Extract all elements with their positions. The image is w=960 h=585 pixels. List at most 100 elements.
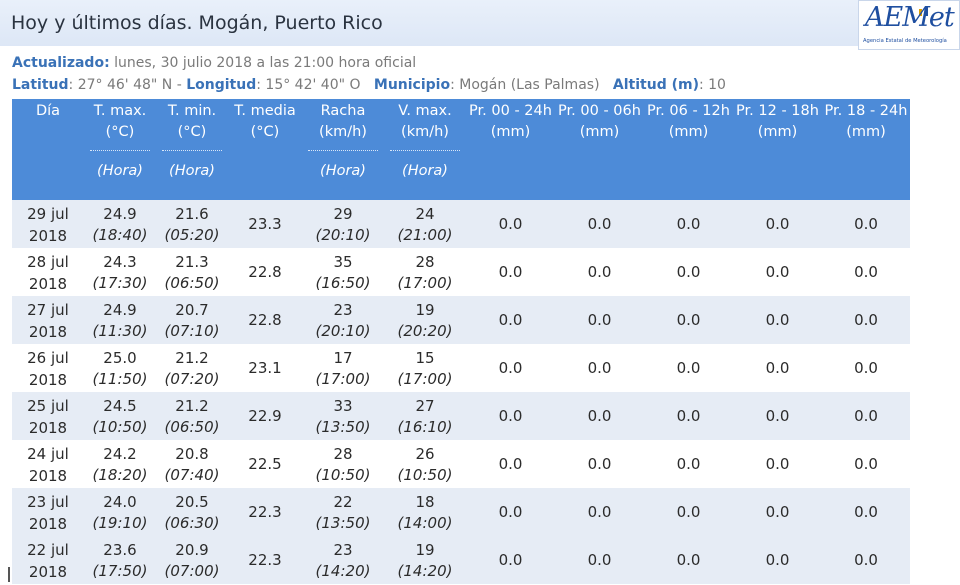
cell-pr-00-24: 0.0 <box>498 311 523 329</box>
cell-pr-18-24: 0.0 <box>854 455 878 473</box>
cell-tmin: 20.8 (07:40) <box>164 445 220 484</box>
table-row: 25 jul 2018 24.5 (10:50) 21.2 (06:50) 22.9 … <box>12 392 910 440</box>
cell-tmax: 24.9 (11:30) <box>92 301 148 340</box>
cell-vmax: 27 (16:10) <box>397 397 453 436</box>
cell-vmax: 26 (10:50) <box>397 445 453 484</box>
cell-racha: 29 (20:10) <box>315 205 371 244</box>
cell-tmed: 22.5 <box>248 455 282 473</box>
cell-pr-12-18: 0.0 <box>765 311 790 329</box>
cell-vmax: 19 (20:20) <box>397 301 453 340</box>
cell-pr-18-24: 0.0 <box>854 215 878 233</box>
cell-dia: 27 jul 2018 <box>27 301 69 341</box>
cell-tmax: 23.6 (17:50) <box>92 541 148 580</box>
cell-pr-00-24: 0.0 <box>498 503 523 521</box>
altitude-value: : 10 <box>698 77 726 93</box>
col-header-tmin: T. min. (°C) (Hora) <box>156 99 228 182</box>
cell-pr-00-06: 0.0 <box>587 407 612 425</box>
col-header-tmax: T. max. (°C) (Hora) <box>84 99 156 182</box>
altitude-label: Altitud (m) <box>612 77 699 93</box>
cell-pr-06-12: 0.0 <box>676 311 701 329</box>
table-row: 24 jul 2018 24.2 (18:20) 20.8 (07:40) 22.5 … <box>12 440 910 488</box>
weather-table: Día T. max. (°C) (Hora) T. min. (°C) (Ho… <box>12 99 910 584</box>
cell-pr-00-06: 0.0 <box>587 263 612 281</box>
cell-tmin: 21.2 (07:20) <box>164 349 220 388</box>
cell-racha: 22 (13:50) <box>315 493 371 532</box>
cell-tmin: 20.5 (06:30) <box>164 493 220 532</box>
cell-tmax: 24.9 (18:40) <box>92 205 148 244</box>
cell-tmed: 23.1 <box>248 359 282 377</box>
cell-tmax: 24.3 (17:30) <box>92 253 148 292</box>
cell-racha: 28 (10:50) <box>315 445 371 484</box>
col-header-pr-00-06: Pr. 00 - 06h (mm) <box>558 103 641 140</box>
table-body: 29 jul 2018 24.9 (18:40) 21.6 (05:20) 23.3 … <box>12 200 910 584</box>
cell-pr-18-24: 0.0 <box>854 503 878 521</box>
logo-subtitle: Agencia Estatal de Meteorología <box>863 38 947 44</box>
updated-value: lunes, 30 julio 2018 a las 21:00 hora of… <box>114 55 417 71</box>
cell-pr-12-18: 0.0 <box>765 551 790 569</box>
cell-racha: 23 (14:20) <box>315 541 371 580</box>
col-header-tmed: T. media (°C) <box>234 103 296 140</box>
cell-dia: 23 jul 2018 <box>27 493 69 533</box>
title-bar: Hoy y últimos días. Mogán, Puerto Rico <box>0 0 960 46</box>
cell-pr-12-18: 0.0 <box>765 215 790 233</box>
cell-dia: 28 jul 2018 <box>27 253 69 293</box>
cell-vmax: 15 (17:00) <box>397 349 453 388</box>
cell-pr-12-18: 0.0 <box>765 407 790 425</box>
col-header-pr-06-12: Pr. 06 - 12h (mm) <box>647 103 730 140</box>
latitude-value: : 27° 46' 48" N - <box>68 77 187 93</box>
cell-dia: 22 jul 2018 <box>27 541 69 581</box>
cell-tmax: 24.0 (19:10) <box>92 493 148 532</box>
cell-pr-18-24: 0.0 <box>854 407 878 425</box>
longitude-value: : 15° 42' 40" O <box>256 77 361 93</box>
cell-pr-06-12: 0.0 <box>676 263 701 281</box>
cell-pr-00-06: 0.0 <box>587 455 612 473</box>
col-header-vmax: V. max. (km/h) (Hora) <box>384 99 466 182</box>
cell-vmax: 18 (14:00) <box>397 493 453 532</box>
cell-pr-00-24: 0.0 <box>498 263 523 281</box>
cell-pr-18-24: 0.0 <box>854 551 878 569</box>
cell-pr-12-18: 0.0 <box>765 359 790 377</box>
cell-pr-12-18: 0.0 <box>765 503 790 521</box>
cell-tmax: 25.0 (11:50) <box>92 349 148 388</box>
table-header: Día T. max. (°C) (Hora) T. min. (°C) (Ho… <box>12 99 910 200</box>
cell-pr-12-18: 0.0 <box>765 263 790 281</box>
location-line: Latitud: 27° 46' 48" N - Longitud: 15° 4… <box>12 77 726 93</box>
table-row: 23 jul 2018 24.0 (19:10) 20.5 (06:30) 22.3 … <box>12 488 910 536</box>
logo-flag-red <box>919 9 922 16</box>
cell-pr-00-06: 0.0 <box>587 215 612 233</box>
cell-pr-00-24: 0.0 <box>498 407 523 425</box>
cell-racha: 23 (20:10) <box>315 301 371 340</box>
cell-pr-06-12: 0.0 <box>676 359 701 377</box>
cell-dia: 25 jul 2018 <box>27 397 69 437</box>
table-row: 26 jul 2018 25.0 (11:50) 21.2 (07:20) 23.1 … <box>12 344 910 392</box>
cell-pr-06-12: 0.0 <box>676 407 701 425</box>
cell-pr-06-12: 0.0 <box>676 215 701 233</box>
municipality-value: : Mogán (Las Palmas) <box>450 77 600 93</box>
cell-tmin: 20.9 (07:00) <box>164 541 220 580</box>
cell-dia: 24 jul 2018 <box>27 445 69 485</box>
cell-tmed: 22.8 <box>248 311 282 329</box>
cell-racha: 35 (16:50) <box>315 253 371 292</box>
aemet-logo[interactable]: AEMet Agencia Estatal de Meteorología <box>858 0 960 50</box>
municipality-label: Municipio <box>373 77 451 93</box>
cell-tmin: 21.3 (06:50) <box>164 253 220 292</box>
cell-pr-18-24: 0.0 <box>854 311 878 329</box>
cell-pr-18-24: 0.0 <box>854 263 878 281</box>
logo-text: AEMet <box>865 2 955 33</box>
header-separator <box>308 150 378 151</box>
cell-pr-00-06: 0.0 <box>587 503 612 521</box>
cell-pr-00-06: 0.0 <box>587 551 612 569</box>
header-separator <box>390 150 460 151</box>
col-header-pr-12-18: Pr. 12 - 18h (mm) <box>736 103 819 140</box>
cell-tmed: 23.3 <box>248 215 282 233</box>
text-cursor <box>8 567 10 582</box>
cell-pr-18-24: 0.0 <box>854 359 878 377</box>
cell-vmax: 28 (17:00) <box>397 253 453 292</box>
cell-tmed: 22.3 <box>248 503 282 521</box>
cell-tmed: 22.3 <box>248 551 282 569</box>
cell-pr-06-12: 0.0 <box>676 503 701 521</box>
table-row: 22 jul 2018 23.6 (17:50) 20.9 (07:00) 22.3 … <box>12 536 910 584</box>
page-title: Hoy y últimos días. Mogán, Puerto Rico <box>11 12 383 34</box>
updated-line: Actualizado: lunes, 30 julio 2018 a las … <box>12 55 416 71</box>
cell-vmax: 24 (21:00) <box>397 205 453 244</box>
